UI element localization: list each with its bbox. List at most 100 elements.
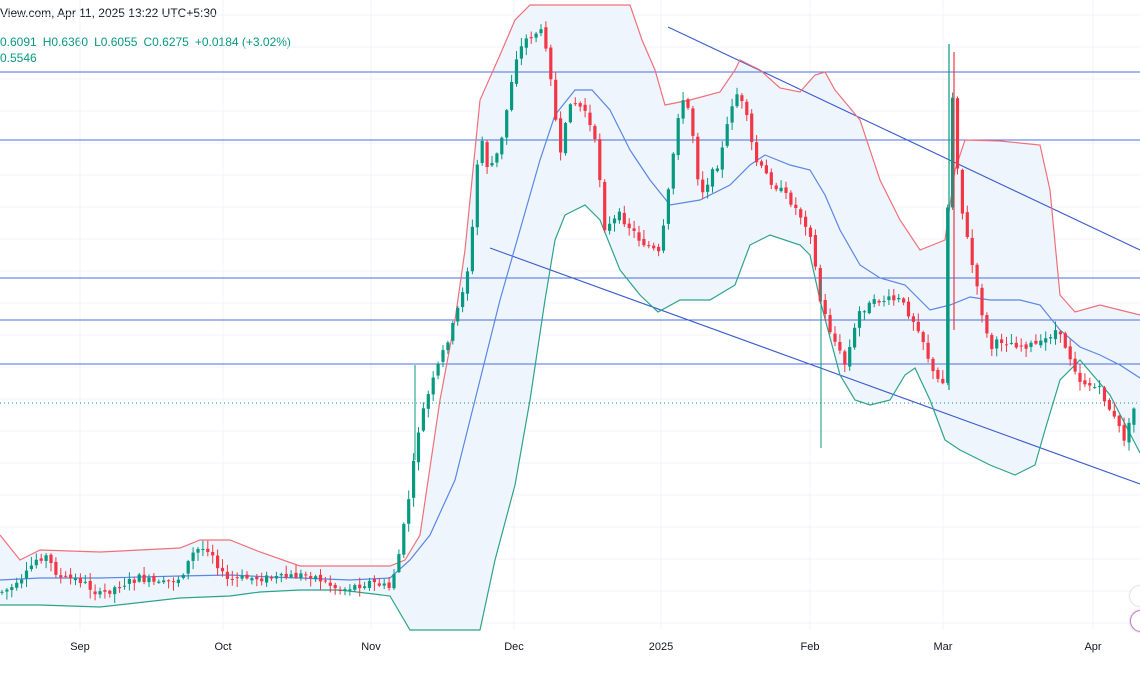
ohlc-close: C0.6275 — [143, 35, 189, 49]
candle-body — [955, 98, 960, 169]
candle-body — [314, 576, 318, 580]
candle-body — [245, 574, 249, 579]
candle-body — [255, 576, 259, 580]
x-tick-label: Sep — [70, 641, 90, 653]
candle-body — [485, 142, 489, 168]
candle-body — [132, 579, 136, 583]
candle-body — [902, 298, 906, 303]
candle-body — [69, 574, 73, 579]
candle-body — [867, 302, 871, 314]
candle-body — [1009, 342, 1013, 344]
x-tick-label: 2025 — [649, 641, 673, 653]
candle-body — [681, 100, 685, 119]
candle-body — [799, 209, 803, 218]
candle-body — [201, 548, 205, 550]
candle-body — [970, 237, 974, 266]
candle-body — [318, 574, 323, 582]
candle-body — [446, 342, 450, 351]
candle-body — [764, 165, 768, 174]
candle-body — [1112, 410, 1116, 417]
candle-body — [0, 591, 4, 593]
candle-body — [323, 580, 327, 582]
candle-body — [118, 587, 122, 589]
candle-body — [294, 572, 298, 578]
candle-body — [196, 548, 200, 553]
candle-body — [892, 295, 896, 301]
candle-body — [480, 140, 484, 163]
candle-body — [1068, 346, 1072, 360]
candle-body — [1063, 333, 1067, 348]
candle-body — [598, 139, 602, 181]
candle-body — [343, 589, 347, 592]
candle-body — [833, 333, 837, 342]
candle-body — [828, 315, 832, 333]
candle-body — [113, 587, 117, 595]
candle-body — [691, 108, 695, 136]
candle-body — [857, 311, 862, 328]
candle-body — [78, 577, 82, 584]
candle-body — [578, 103, 582, 107]
candle-body — [274, 576, 278, 579]
candle-body — [1107, 400, 1111, 410]
candle-body — [946, 207, 950, 383]
candle-body — [759, 161, 764, 166]
candle-body — [784, 187, 788, 193]
candle-body — [34, 559, 38, 566]
candle-body — [353, 585, 357, 590]
candle-body — [505, 110, 509, 138]
candle-body — [661, 225, 666, 251]
candle-body — [240, 575, 244, 579]
candle-body — [377, 583, 381, 586]
candle-body — [265, 575, 269, 583]
candle-body — [554, 79, 558, 120]
candle-body — [843, 351, 847, 365]
candle-body — [666, 189, 670, 224]
candle-body — [637, 232, 641, 241]
candle-body — [524, 38, 528, 48]
candle-body — [441, 350, 445, 362]
candle-body — [230, 578, 234, 580]
candle-body — [853, 327, 857, 348]
candle-body — [911, 316, 915, 322]
candle-body — [220, 567, 225, 572]
candle-body — [715, 168, 719, 172]
candle-body — [510, 82, 514, 110]
candle-body — [617, 211, 621, 221]
candle-body — [642, 238, 646, 246]
candle-body — [122, 585, 127, 587]
candle-body — [647, 245, 651, 247]
candle-body — [593, 125, 597, 140]
candle-body — [818, 268, 822, 302]
bollinger-lower-line — [0, 204, 1140, 631]
settings-icon[interactable] — [1130, 586, 1140, 606]
candle-body — [29, 565, 33, 570]
ohlc-change: +0.0184 (+3.02%) — [194, 35, 291, 49]
ohlc-open: 0.6091 — [0, 35, 37, 49]
candle-body — [338, 589, 342, 591]
candle-body — [848, 346, 852, 367]
candle-body — [622, 212, 626, 225]
candle-body — [367, 580, 372, 588]
candle-body — [304, 574, 308, 576]
candle-body — [235, 577, 239, 579]
x-tick-label: Nov — [361, 641, 381, 653]
candle-body — [363, 586, 367, 588]
candle-body — [157, 581, 161, 583]
candle-body — [710, 169, 715, 187]
candle-body — [612, 218, 617, 224]
candle-body — [1088, 382, 1092, 386]
candle-body — [461, 292, 465, 308]
candle-body — [544, 27, 548, 49]
x-tick-label: Oct — [214, 641, 231, 653]
candle-body — [137, 574, 141, 582]
candle-body — [39, 558, 43, 561]
candle-body — [1019, 345, 1023, 347]
candle-body — [402, 523, 406, 555]
candle-body — [24, 570, 29, 579]
candle-body — [1053, 330, 1058, 340]
bollinger-band-fill — [0, 5, 1140, 630]
candle-body — [779, 187, 783, 192]
candle-body — [1029, 342, 1033, 347]
candle-body — [921, 332, 925, 343]
